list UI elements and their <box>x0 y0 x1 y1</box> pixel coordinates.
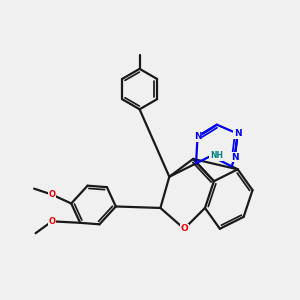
Text: N: N <box>194 132 201 141</box>
Text: N: N <box>231 153 238 162</box>
Text: O: O <box>48 190 56 199</box>
Text: N: N <box>234 129 242 138</box>
Text: NH: NH <box>210 152 223 160</box>
Text: O: O <box>180 224 188 233</box>
Text: O: O <box>48 217 56 226</box>
